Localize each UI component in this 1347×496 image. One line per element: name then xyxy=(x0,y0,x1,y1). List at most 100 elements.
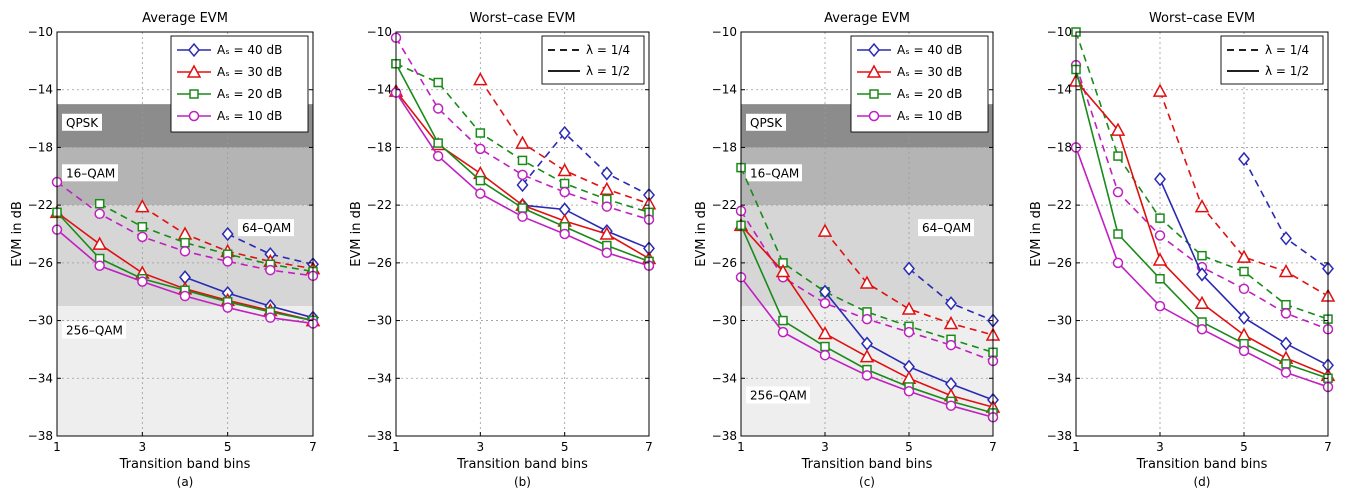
x-tick-label: 7 xyxy=(309,440,317,454)
circle-marker xyxy=(137,276,148,287)
triangle-marker xyxy=(1194,199,1210,213)
legend-label: Aₛ = 40 dB xyxy=(217,43,282,57)
circle-marker xyxy=(517,169,528,181)
legend-label: Aₛ = 20 dB xyxy=(897,87,962,101)
circle-marker xyxy=(559,186,570,198)
triangle-marker xyxy=(1152,83,1168,97)
triangle-marker xyxy=(859,349,875,363)
triangle-marker xyxy=(775,263,791,278)
triangle-marker xyxy=(557,162,572,177)
circle-marker xyxy=(601,201,613,212)
diamond-marker xyxy=(188,42,200,58)
region-label-bg xyxy=(62,321,126,339)
square-marker xyxy=(433,77,443,88)
circle-marker xyxy=(559,228,570,240)
square-marker xyxy=(778,315,788,326)
triangle-marker xyxy=(866,64,882,78)
circle-marker xyxy=(1238,283,1250,295)
region-label: 256–QAM xyxy=(66,324,123,338)
region-label-bg xyxy=(746,386,810,404)
square-marker xyxy=(1239,266,1249,277)
panel-label: (a) xyxy=(177,475,194,489)
x-tick-label: 7 xyxy=(645,440,653,454)
plot-frame xyxy=(1075,31,1329,437)
diamond-marker xyxy=(1280,336,1292,351)
diamond-marker xyxy=(600,166,613,181)
x-tick-label: 5 xyxy=(224,440,232,454)
y-tick-label: −14 xyxy=(28,83,53,97)
circle-marker xyxy=(819,349,831,361)
square-marker xyxy=(1197,250,1207,261)
y-tick-label: −10 xyxy=(1047,25,1072,39)
y-tick-label: −10 xyxy=(28,25,53,39)
series-line xyxy=(184,276,314,319)
y-tick-label: −30 xyxy=(28,314,53,328)
circle-marker xyxy=(1238,345,1250,357)
circle-marker xyxy=(432,150,444,162)
chart-panel-4: −10 −14 −18 −22 −26 −30 −34 −381 3 5 7 Worst–case E… xyxy=(1029,11,1336,489)
region-label-bg xyxy=(746,164,802,182)
diamond-marker xyxy=(516,177,529,193)
circle-marker xyxy=(179,290,191,302)
y-axis-label: EVM in dB xyxy=(349,201,364,267)
y-tick-label: −14 xyxy=(712,83,737,97)
y-tick-label: −30 xyxy=(1047,314,1072,328)
y-tick-label: −38 xyxy=(367,429,392,443)
legend-box xyxy=(541,35,645,85)
y-tick-label: −22 xyxy=(1047,198,1072,212)
circle-marker xyxy=(475,188,486,199)
y-tick-label: −38 xyxy=(712,429,737,443)
square-marker xyxy=(517,203,528,213)
square-marker xyxy=(1155,273,1165,284)
circle-marker xyxy=(1154,230,1166,241)
chart-panel-3: QPSK 16–QAM 64–QAM 256–QAM −10 −14 −18 −22 −26 −3… xyxy=(694,11,1001,489)
legend-label: Aₛ = 30 dB xyxy=(217,65,282,79)
y-tick-label: −26 xyxy=(367,256,392,270)
triangle-marker xyxy=(1236,249,1252,263)
diamond-marker xyxy=(221,226,234,242)
x-tick-label: 1 xyxy=(1072,440,1080,454)
region-label: QPSK xyxy=(750,116,783,130)
square-marker xyxy=(433,138,443,148)
circle-marker xyxy=(868,110,880,122)
square-marker xyxy=(869,89,879,99)
circle-marker xyxy=(94,260,105,271)
series-line xyxy=(1075,64,1329,330)
square-marker xyxy=(1113,229,1123,239)
circle-marker xyxy=(265,264,276,276)
triangle-marker xyxy=(599,226,615,240)
triangle-marker xyxy=(817,223,833,237)
circle-marker xyxy=(222,302,233,313)
circle-marker xyxy=(1112,186,1124,198)
square-marker xyxy=(517,155,528,166)
square-marker xyxy=(559,178,570,189)
x-tick-label: 7 xyxy=(989,440,997,454)
x-axis-label: Transition band bins xyxy=(1136,457,1268,472)
x-tick-label: 3 xyxy=(477,440,485,454)
diamond-marker xyxy=(1154,171,1166,187)
circle-marker xyxy=(1196,323,1208,335)
triangle-marker xyxy=(1278,263,1294,278)
circle-marker xyxy=(94,208,105,220)
legend-box xyxy=(1220,35,1324,85)
region-label: 64–QAM xyxy=(922,221,971,235)
square-marker xyxy=(475,175,486,186)
chart-title: Average EVM xyxy=(824,11,910,26)
legend: Aₛ = 40 dB Aₛ = 30 dB Aₛ = 20 dB Aₛ = 10 dB xyxy=(170,35,309,133)
triangle-marker xyxy=(92,236,107,250)
legend-label: λ = 1/4 xyxy=(586,43,630,57)
square-marker xyxy=(189,89,199,99)
triangle-marker xyxy=(599,181,615,196)
y-axis-label: EVM in dB xyxy=(694,201,709,267)
plot-frame xyxy=(56,31,314,437)
region-label: 256–QAM xyxy=(750,388,807,402)
y-tick-label: −38 xyxy=(1047,429,1072,443)
legend-label: Aₛ = 40 dB xyxy=(897,43,962,57)
square-marker xyxy=(820,341,830,352)
triangle-marker xyxy=(473,72,488,86)
y-tick-label: −38 xyxy=(28,429,53,443)
square-marker xyxy=(475,128,486,138)
legend-label: λ = 1/4 xyxy=(1265,43,1309,57)
y-tick-label: −26 xyxy=(28,256,53,270)
